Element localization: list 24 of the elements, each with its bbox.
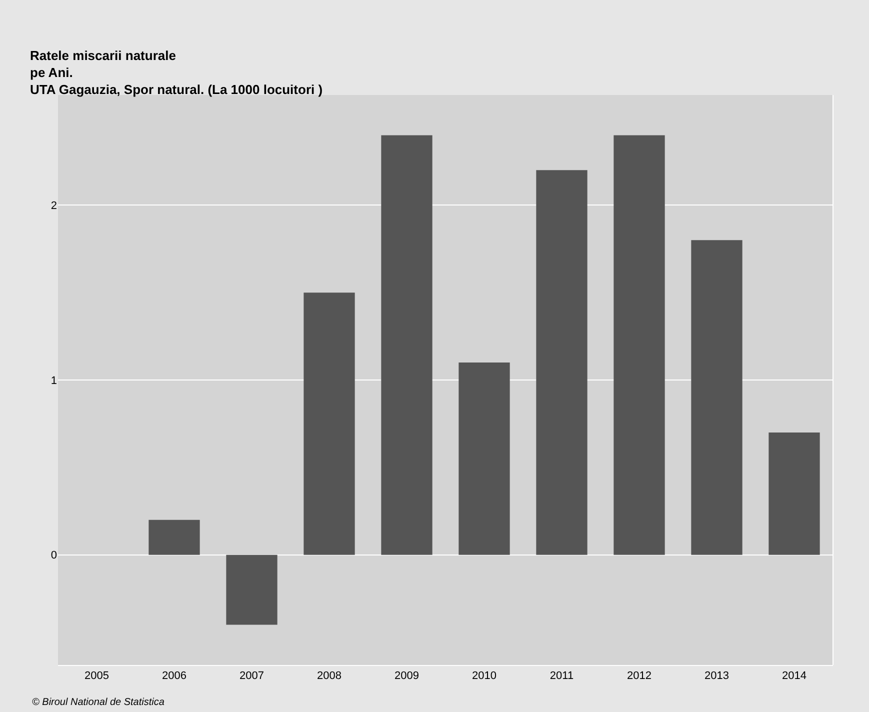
x-tick-label: 2014 (782, 670, 806, 682)
x-tick-label: 2009 (394, 670, 419, 682)
bar (458, 362, 510, 555)
x-tick-label: 2007 (240, 670, 264, 682)
bar (148, 520, 200, 555)
x-tick-label: 2006 (162, 670, 186, 682)
bar (536, 170, 588, 555)
x-tick-label: 2008 (317, 670, 342, 682)
x-tick-label: 2010 (472, 670, 496, 682)
bar (226, 554, 278, 625)
text: © Biroul National de Statistica (32, 697, 165, 708)
y-tick-label: 1 (50, 374, 57, 387)
bar (691, 240, 742, 555)
x-tick-label: 2005 (84, 670, 109, 682)
bar (381, 135, 432, 555)
x-tick-label: 2011 (550, 670, 574, 682)
bar (768, 432, 820, 555)
y-tick-label: 0 (50, 550, 57, 562)
bar (304, 292, 355, 555)
y-tick-label: 2 (50, 200, 57, 212)
bar (614, 135, 665, 555)
x-tick-label: 2012 (627, 670, 652, 682)
chart-title: Ratele miscarii naturale pe Ani. UTA Gagauzia, Spor natural. (La 1000 locuitori ) (30, 48, 323, 97)
x-tick-label: 2013 (704, 670, 729, 682)
